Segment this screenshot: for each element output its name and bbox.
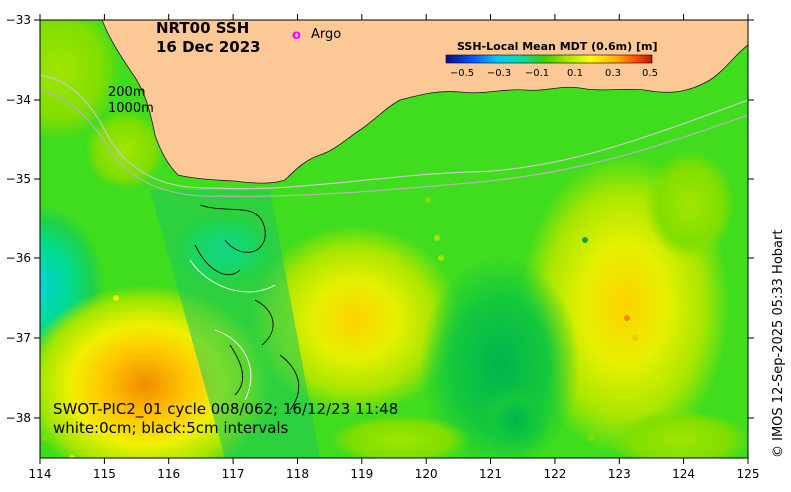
y-tick-label: −33 bbox=[6, 13, 31, 27]
colorbar: SSH-Local Mean MDT (0.6m) [m] −0.5 −0.3 … bbox=[445, 40, 658, 79]
x-tick-label: 124 bbox=[672, 467, 695, 481]
argo-float-markers bbox=[42, 195, 720, 458]
x-tick-label: 118 bbox=[286, 467, 309, 481]
x-axis: 114 115 116 117 118 119 120 121 122 123 … bbox=[29, 14, 760, 481]
colorbar-tick: 0.3 bbox=[605, 68, 621, 79]
x-tick-label: 125 bbox=[737, 467, 760, 481]
contour-black bbox=[229, 344, 244, 396]
x-tick-label: 115 bbox=[93, 467, 116, 481]
y-axis: −33 −34 −35 −36 −37 −38 bbox=[6, 13, 754, 425]
y-tick-label: −36 bbox=[6, 251, 31, 265]
x-tick-label: 117 bbox=[222, 467, 245, 481]
y-tick-label: −35 bbox=[6, 172, 31, 186]
colorbar-tick: −0.1 bbox=[525, 68, 549, 79]
colorbar-tick: −0.3 bbox=[487, 68, 511, 79]
ssh-field bbox=[40, 20, 748, 458]
map-date: 16 Dec 2023 bbox=[156, 38, 261, 56]
contour-black bbox=[199, 204, 266, 253]
argo-legend-marker: o bbox=[292, 28, 301, 43]
x-tick-label: 119 bbox=[350, 467, 373, 481]
plot-frame bbox=[39, 19, 749, 459]
y-tick-label: −37 bbox=[6, 331, 31, 345]
contour-white bbox=[189, 259, 276, 293]
contour-white bbox=[214, 329, 252, 401]
depth-label-1000m: 1000m bbox=[108, 101, 154, 116]
y-tick-label: −38 bbox=[6, 411, 31, 425]
colorbar-tick: 0.1 bbox=[567, 68, 583, 79]
imos-credit: © IMOS 12-Sep-2025 05:33 Hobart bbox=[771, 230, 786, 458]
x-tick-label: 120 bbox=[415, 467, 438, 481]
argo-legend-label: Argo bbox=[311, 27, 341, 42]
x-tick-label: 116 bbox=[157, 467, 180, 481]
x-tick-label: 121 bbox=[479, 467, 502, 481]
swot-caption: SWOT-PIC2_01 cycle 008/062; 16/12/23 11:… bbox=[53, 400, 398, 419]
colorbar-title: SSH-Local Mean MDT (0.6m) [m] bbox=[457, 40, 657, 53]
colorbar-tick: −0.5 bbox=[450, 68, 474, 79]
x-tick-label: 122 bbox=[543, 467, 566, 481]
isobath-200m bbox=[40, 74, 748, 190]
x-tick-label: 123 bbox=[608, 467, 631, 481]
depth-label-200m: 200m bbox=[108, 85, 145, 100]
x-tick-label: 114 bbox=[29, 467, 52, 481]
colorbar-scale bbox=[445, 54, 653, 64]
isobath-1000m bbox=[40, 89, 748, 197]
contour-black bbox=[194, 244, 241, 276]
contour-black bbox=[254, 299, 274, 346]
contour-caption: white:0cm; black:5cm intervals bbox=[53, 419, 289, 437]
y-tick-label: −34 bbox=[6, 93, 31, 107]
contour-black bbox=[279, 354, 300, 411]
map-title: NRT00 SSH bbox=[156, 19, 249, 37]
colorbar-tick: 0.5 bbox=[642, 68, 658, 79]
